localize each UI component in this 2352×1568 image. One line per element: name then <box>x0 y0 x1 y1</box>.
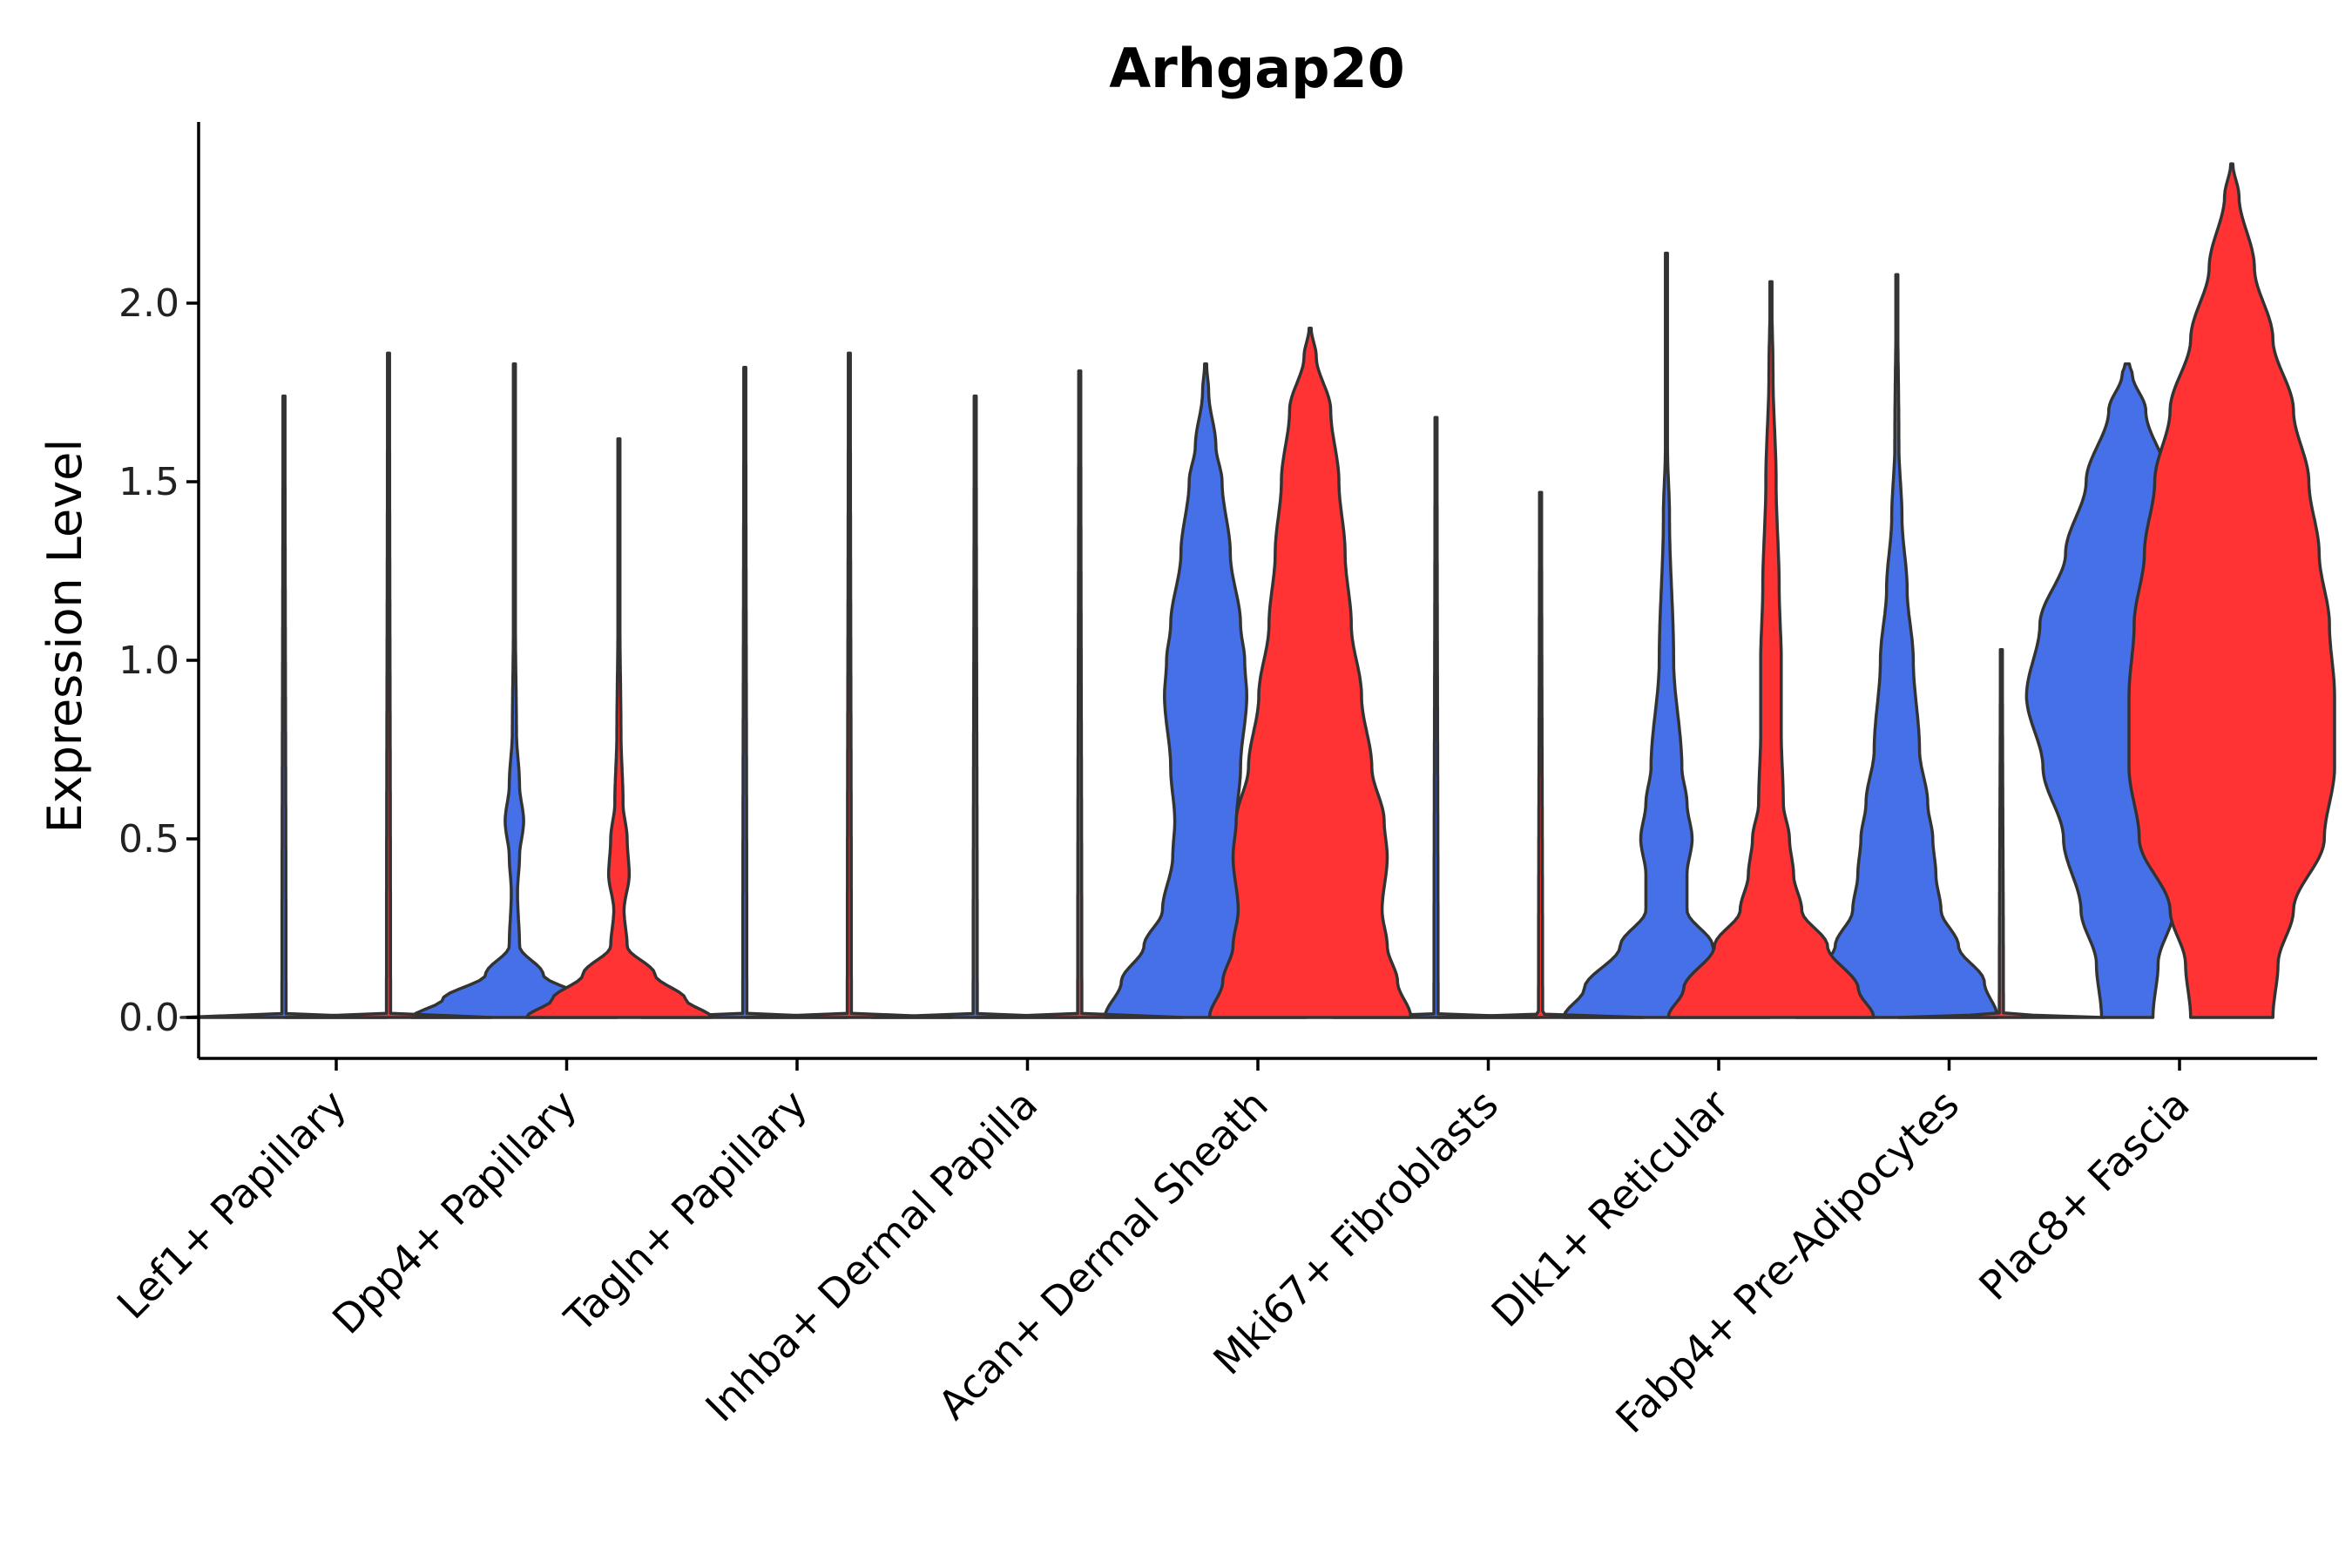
violin-group2 <box>745 351 954 1019</box>
y-tick-label: 2.0 <box>118 281 179 326</box>
y-tick-label: 1.5 <box>118 460 179 504</box>
y-tick-label: 0.0 <box>118 996 179 1040</box>
x-tick-label: Plac8+ Fascia <box>1970 1081 2198 1309</box>
violin-group1 <box>1103 362 1308 1019</box>
violin-group2 <box>2127 162 2336 1019</box>
violin-group2 <box>1207 326 1413 1019</box>
violin-group2 <box>1436 490 1646 1019</box>
violin-group1 <box>179 394 389 1019</box>
violin-group1 <box>640 366 849 1019</box>
y-tick-label: 1.0 <box>118 639 179 683</box>
violin-group1 <box>409 362 619 1019</box>
y-axis-label: Expression Level <box>37 439 92 834</box>
violin-group2 <box>524 437 713 1019</box>
violin-group1 <box>1562 251 1771 1019</box>
y-tick-label: 0.5 <box>118 817 179 862</box>
x-tick-label: Tagln+ Papillary <box>555 1081 816 1342</box>
x-tick-label: Dlk1+ Reticular <box>1483 1081 1738 1336</box>
violin-group2 <box>975 369 1185 1019</box>
y-ticks: 0.0 0.5 1.0 1.5 2.0 <box>118 281 199 1040</box>
chart-title: Arhgap20 <box>1109 37 1405 100</box>
violin-group2 <box>284 351 493 1019</box>
violins-layer <box>179 162 2336 1019</box>
violin-group1 <box>1794 273 1999 1019</box>
violin-group2 <box>1896 647 2106 1019</box>
violin-group2 <box>1666 280 1876 1019</box>
x-tick-label: Lef1+ Papillary <box>108 1081 355 1328</box>
violin-group1 <box>870 394 1080 1019</box>
violin-group1 <box>1331 416 1541 1019</box>
x-tick-label: Dpp4+ Papillary <box>323 1081 585 1343</box>
